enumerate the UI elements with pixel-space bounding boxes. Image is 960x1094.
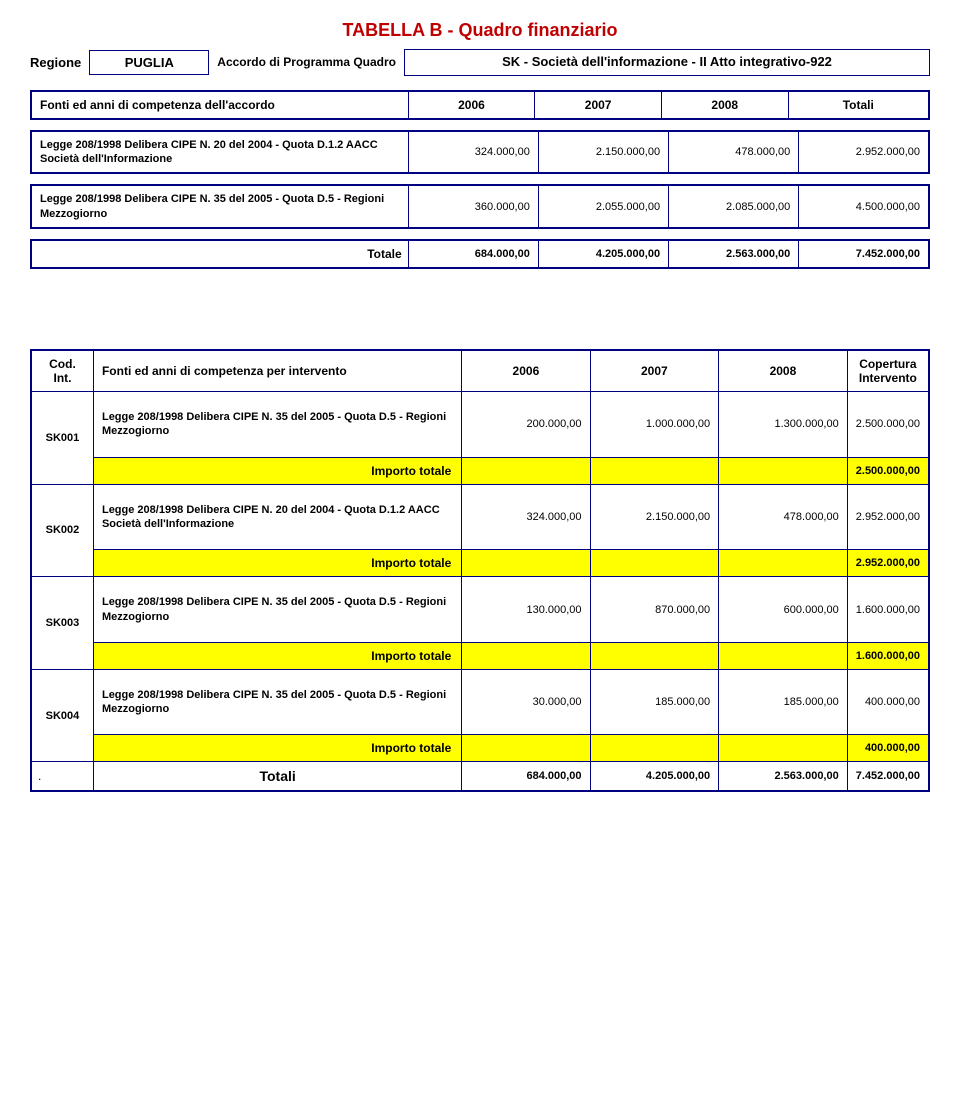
year-2006: 2006 — [462, 350, 590, 392]
page-title: TABELLA B - Quadro finanziario — [30, 20, 930, 41]
val: 360.000,00 — [408, 185, 538, 228]
totali-header: Totali — [788, 91, 929, 119]
tot-val: 684.000,00 — [408, 240, 538, 268]
final-val: 684.000,00 — [462, 762, 590, 792]
empty — [719, 642, 848, 669]
code-cell: SK002 — [31, 484, 93, 577]
val: 600.000,00 — [719, 577, 848, 643]
val: 400.000,00 — [847, 669, 929, 735]
dot-cell: . — [31, 762, 93, 792]
importo-row: Importo totale 2.952.000,00 — [31, 550, 929, 577]
val: 870.000,00 — [590, 577, 719, 643]
importo-row: Importo totale 2.500.000,00 — [31, 457, 929, 484]
code-cell: SK004 — [31, 669, 93, 762]
val: 185.000,00 — [590, 669, 719, 735]
regione-box: PUGLIA — [89, 50, 209, 75]
val: 2.150.000,00 — [590, 484, 719, 550]
code-cell: SK003 — [31, 577, 93, 670]
final-val: 2.563.000,00 — [719, 762, 848, 792]
importo-label: Importo totale — [93, 735, 461, 762]
intervento-desc: Legge 208/1998 Delibera CIPE N. 35 del 2… — [93, 392, 461, 458]
fonti-desc: Legge 208/1998 Delibera CIPE N. 20 del 2… — [31, 131, 408, 174]
final-val: 4.205.000,00 — [590, 762, 719, 792]
empty — [590, 642, 719, 669]
empty — [462, 457, 590, 484]
importo-val: 2.500.000,00 — [847, 457, 929, 484]
val: 185.000,00 — [719, 669, 848, 735]
accordo-label: Accordo di Programma Quadro — [217, 55, 396, 69]
header-row: Regione PUGLIA Accordo di Programma Quad… — [30, 49, 930, 76]
empty — [590, 457, 719, 484]
val: 30.000,00 — [462, 669, 590, 735]
table-row: SK003 Legge 208/1998 Delibera CIPE N. 35… — [31, 577, 929, 643]
val: 324.000,00 — [408, 131, 538, 174]
empty — [590, 735, 719, 762]
fonti-row-2: Legge 208/1998 Delibera CIPE N. 35 del 2… — [30, 184, 930, 229]
val: 2.055.000,00 — [538, 185, 668, 228]
val: 2.150.000,00 — [538, 131, 668, 174]
val: 4.500.000,00 — [799, 185, 929, 228]
year-2007: 2007 — [535, 91, 662, 119]
empty — [462, 735, 590, 762]
val: 1.300.000,00 — [719, 392, 848, 458]
fonti-header-table: Fonti ed anni di competenza dell'accordo… — [30, 90, 930, 120]
final-totali-row: . Totali 684.000,00 4.205.000,00 2.563.0… — [31, 762, 929, 792]
totale-label: Totale — [31, 240, 408, 268]
val: 2.952.000,00 — [799, 131, 929, 174]
val: 324.000,00 — [462, 484, 590, 550]
empty — [719, 735, 848, 762]
tot-val: 4.205.000,00 — [538, 240, 668, 268]
val: 2.952.000,00 — [847, 484, 929, 550]
tot-val: 2.563.000,00 — [669, 240, 799, 268]
importo-label: Importo totale — [93, 457, 461, 484]
fonti-header-label: Fonti ed anni di competenza dell'accordo — [31, 91, 408, 119]
table-row: SK001 Legge 208/1998 Delibera CIPE N. 35… — [31, 392, 929, 458]
year-2006: 2006 — [408, 91, 535, 119]
val: 130.000,00 — [462, 577, 590, 643]
fonti-row-1: Legge 208/1998 Delibera CIPE N. 20 del 2… — [30, 130, 930, 175]
val: 1.000.000,00 — [590, 392, 719, 458]
val: 478.000,00 — [669, 131, 799, 174]
empty — [462, 550, 590, 577]
year-2008: 2008 — [661, 91, 788, 119]
copertura-header: Copertura Intervento — [847, 350, 929, 392]
fonti-totale: Totale 684.000,00 4.205.000,00 2.563.000… — [30, 239, 930, 269]
importo-row: Importo totale 1.600.000,00 — [31, 642, 929, 669]
interventi-table: Cod. Int. Fonti ed anni di competenza pe… — [30, 349, 930, 792]
accordo-box: SK - Società dell'informazione - II Atto… — [404, 49, 930, 76]
cod-int-header: Cod. Int. — [31, 350, 93, 392]
importo-row: Importo totale 400.000,00 — [31, 735, 929, 762]
importo-val: 400.000,00 — [847, 735, 929, 762]
val: 2.500.000,00 — [847, 392, 929, 458]
table-row: SK002 Legge 208/1998 Delibera CIPE N. 20… — [31, 484, 929, 550]
year-2008: 2008 — [719, 350, 848, 392]
importo-label: Importo totale — [93, 550, 461, 577]
empty — [719, 550, 848, 577]
importo-val: 2.952.000,00 — [847, 550, 929, 577]
final-totali-label: Totali — [93, 762, 461, 792]
importo-label: Importo totale — [93, 642, 461, 669]
empty — [462, 642, 590, 669]
interventi-header-label: Fonti ed anni di competenza per interven… — [93, 350, 461, 392]
regione-label: Regione — [30, 55, 81, 70]
table-row: SK004 Legge 208/1998 Delibera CIPE N. 35… — [31, 669, 929, 735]
code-cell: SK001 — [31, 392, 93, 485]
val: 2.085.000,00 — [669, 185, 799, 228]
empty — [590, 550, 719, 577]
importo-val: 1.600.000,00 — [847, 642, 929, 669]
empty — [719, 457, 848, 484]
val: 478.000,00 — [719, 484, 848, 550]
val: 200.000,00 — [462, 392, 590, 458]
intervento-desc: Legge 208/1998 Delibera CIPE N. 20 del 2… — [93, 484, 461, 550]
year-2007: 2007 — [590, 350, 719, 392]
final-val: 7.452.000,00 — [847, 762, 929, 792]
tot-val: 7.452.000,00 — [799, 240, 929, 268]
fonti-desc: Legge 208/1998 Delibera CIPE N. 35 del 2… — [31, 185, 408, 228]
intervento-desc: Legge 208/1998 Delibera CIPE N. 35 del 2… — [93, 669, 461, 735]
intervento-desc: Legge 208/1998 Delibera CIPE N. 35 del 2… — [93, 577, 461, 643]
val: 1.600.000,00 — [847, 577, 929, 643]
